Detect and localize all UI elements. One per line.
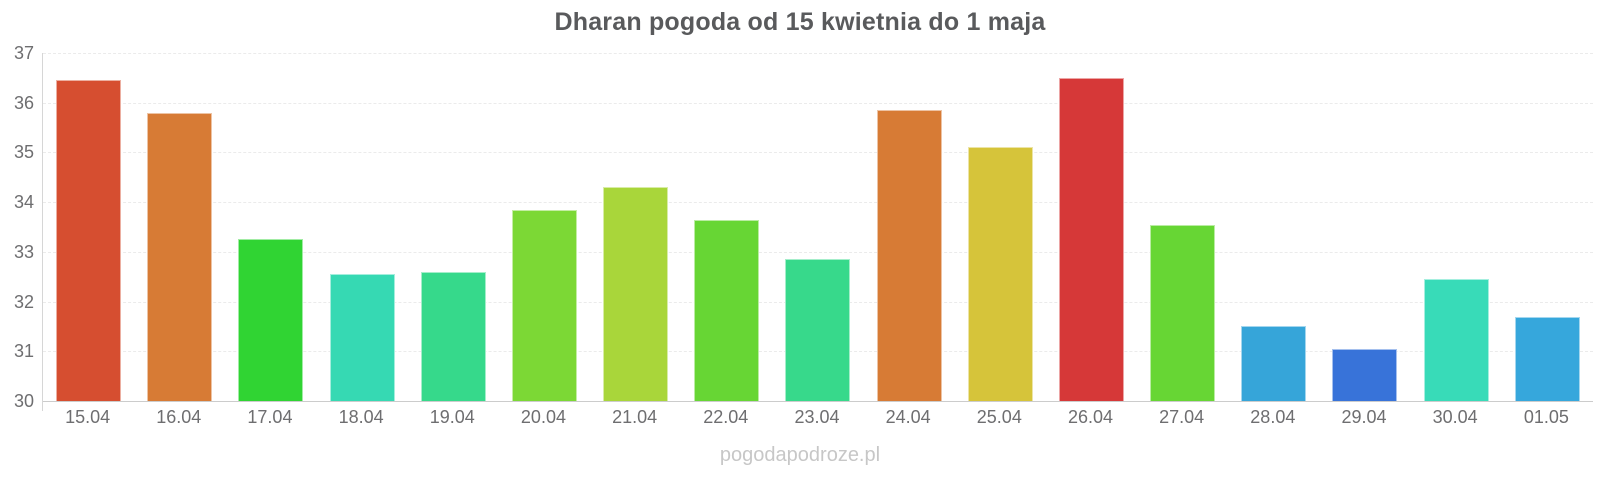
bar-24.04[interactable] <box>876 110 942 401</box>
x-tick-label-23.04: 23.04 <box>794 407 840 427</box>
bar-slot-22.04 <box>681 53 772 401</box>
x-axis-labels: 15.04 16.04 17.04 18.04 19.04 20.04 21.04 22.04… <box>42 407 1592 428</box>
bar-slot-01.05 <box>1502 53 1593 401</box>
x-tick-label-01.05: 01.05 <box>1523 407 1569 427</box>
y-tick-label-30: 30 <box>13 391 34 411</box>
x-tick-label-21.04: 21.04 <box>612 407 658 427</box>
x-tick-label-17.04: 17.04 <box>247 407 293 427</box>
x-tick-label-20.04: 20.04 <box>520 407 566 427</box>
bar-25.04[interactable] <box>967 147 1033 401</box>
gridline-37 <box>43 53 1593 54</box>
bar-19.04[interactable] <box>420 271 486 401</box>
gridline-34 <box>43 202 1593 204</box>
x-tick-label-28.04: 28.04 <box>1250 407 1296 427</box>
x-tick-label-18.04: 18.04 <box>338 407 384 427</box>
bar-27.04[interactable] <box>1150 224 1216 401</box>
x-tick-label-19.04: 19.04 <box>429 407 475 427</box>
y-tick-label-36: 36 <box>13 92 34 113</box>
y-tick-label-33: 33 <box>13 241 34 262</box>
x-tick-label-27.04: 27.04 <box>1159 407 1205 427</box>
y-tick-label-31: 31 <box>13 341 34 362</box>
bar-28.04[interactable] <box>1241 326 1307 401</box>
bar-22.04[interactable] <box>694 219 760 401</box>
plot-area <box>42 53 1593 402</box>
bar-slot-29.04 <box>1319 53 1410 401</box>
bar-29.04[interactable] <box>1332 348 1398 401</box>
x-tick-label-30.04: 30.04 <box>1432 407 1478 427</box>
bar-slot-17.04 <box>225 53 316 401</box>
x-tick-label-29.04: 29.04 <box>1341 407 1387 427</box>
bar-23.04[interactable] <box>785 259 851 401</box>
bar-slot-23.04 <box>772 53 863 401</box>
bar-series <box>43 53 1593 401</box>
bar-01.05[interactable] <box>1514 316 1580 401</box>
bar-slot-21.04 <box>590 53 681 401</box>
bar-slot-26.04 <box>1046 53 1137 401</box>
x-tick-label-15.04: 15.04 <box>65 407 111 427</box>
bar-slot-20.04 <box>499 53 590 401</box>
gridline-33 <box>43 251 1593 253</box>
gridline-35 <box>43 152 1593 154</box>
bar-slot-27.04 <box>1137 53 1228 401</box>
x-tick-label-26.04: 26.04 <box>1067 407 1113 427</box>
x-tick-label-22.04: 22.04 <box>703 407 749 427</box>
x-tick-label-24.04: 24.04 <box>885 407 931 427</box>
x-tick-label-25.04: 25.04 <box>976 407 1022 427</box>
chart-title: Dharan pogoda od 15 kwietnia do 1 maja <box>554 8 1046 36</box>
y-axis-tick-stub <box>42 401 43 411</box>
y-tick-label-35: 35 <box>13 142 34 163</box>
bar-21.04[interactable] <box>603 187 669 401</box>
bar-slot-15.04 <box>43 53 134 401</box>
bar-30.04[interactable] <box>1423 279 1489 401</box>
bar-slot-24.04 <box>864 53 955 401</box>
bar-slot-30.04 <box>1411 53 1502 401</box>
bar-26.04[interactable] <box>1058 77 1124 401</box>
y-tick-label-32: 32 <box>13 291 34 312</box>
y-tick-label-37: 37 <box>13 43 34 63</box>
bar-15.04[interactable] <box>56 80 122 401</box>
bar-16.04[interactable] <box>147 112 213 401</box>
y-tick-label-34: 34 <box>13 192 34 213</box>
bar-17.04[interactable] <box>238 239 304 401</box>
bar-slot-25.04 <box>955 53 1046 401</box>
bar-20.04[interactable] <box>511 209 577 401</box>
bar-slot-28.04 <box>1228 53 1319 401</box>
bar-slot-18.04 <box>317 53 408 401</box>
bar-slot-19.04 <box>408 53 499 401</box>
bar-18.04[interactable] <box>329 274 395 401</box>
bar-slot-16.04 <box>134 53 225 401</box>
x-tick-label-16.04: 16.04 <box>156 407 202 427</box>
watermark: pogodapodroze.pl <box>719 444 881 466</box>
gridline-36 <box>43 102 1593 104</box>
